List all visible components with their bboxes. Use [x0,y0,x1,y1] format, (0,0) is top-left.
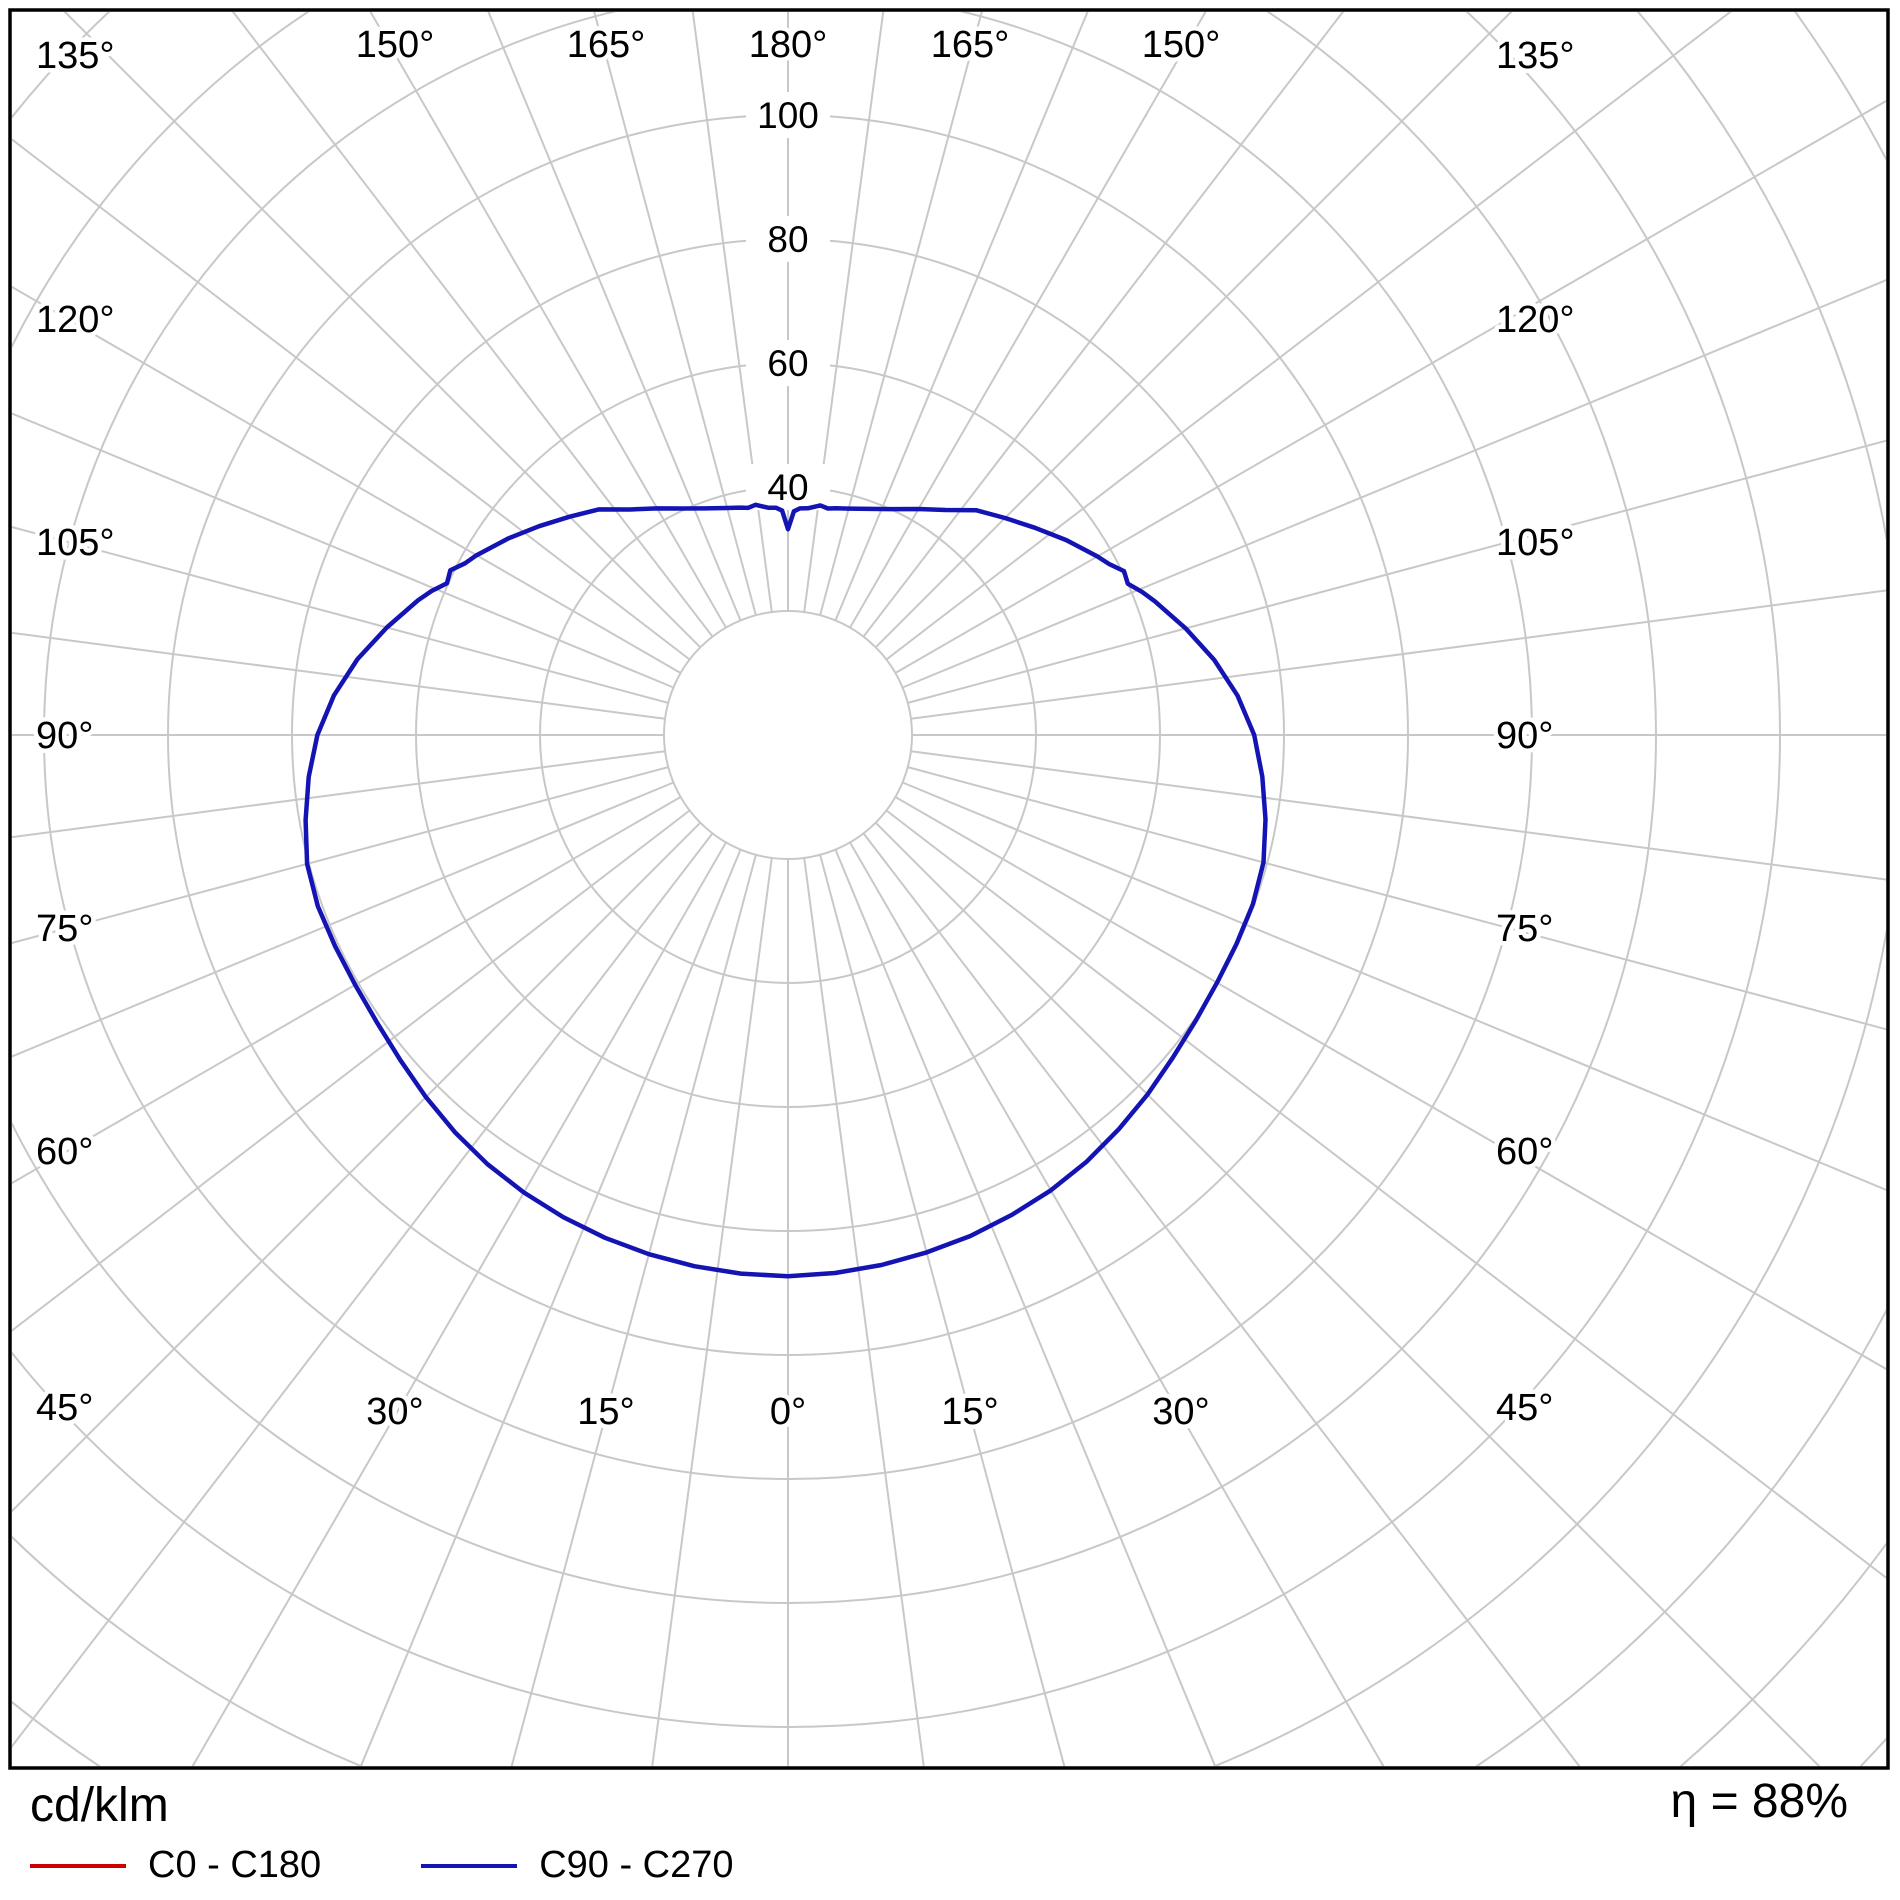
legend-label-c0-c180: C0 - C180 [148,1844,322,1886]
radial-tick-halo [746,464,830,510]
grid-spoke [12,631,666,720]
grid-spoke [12,832,714,1748]
angle-label: 120° [36,299,115,341]
grid-spoke [885,12,1732,661]
angle-label: 75° [36,908,93,950]
angle-label: 150° [1142,24,1221,66]
grid-spoke [12,796,682,1185]
grid-spoke [12,781,674,1058]
grid-spoke [231,12,714,638]
grid-spoke [849,12,1207,629]
radial-tick-halo [746,216,830,262]
grid-spoke [691,12,773,613]
radial-tick-label: 100 [757,95,819,136]
grid-spoke [874,821,1821,1766]
grid-spoke [12,821,702,1513]
grid-spoke [63,12,702,649]
angle-label: 135° [36,35,115,77]
angle-label: 60° [36,1131,93,1173]
legend-item-c0-c180: C0 - C180 [30,1844,321,1887]
legend-line-c90-c270 [421,1863,518,1868]
grid-spoke [885,809,1886,1579]
radial-tick-halo [746,92,830,138]
angle-label: 45° [36,1387,93,1429]
grid-spoke [907,766,1886,1031]
grid-spoke [12,526,669,704]
angle-label: 120° [1496,299,1575,341]
legend: C0 - C180 C90 - C270 [30,1844,734,1887]
radial-tick-label: 60 [767,343,808,384]
angle-label: 0° [770,1391,806,1433]
grid-spoke [12,412,674,689]
grid-spoke [910,750,1886,881]
angle-label: 150° [356,24,435,66]
grid-spoke [369,12,727,629]
grid-spoke [803,857,925,1766]
angle-label: 75° [1496,908,1553,950]
angle-label: 135° [1496,35,1575,77]
angle-label: 30° [1152,1391,1209,1433]
angle-label: 105° [36,522,115,564]
grid-spoke [910,589,1886,720]
angle-label: 90° [36,715,93,757]
grid-spoke [359,849,742,1766]
grid-spoke [487,12,742,621]
grid-spoke [12,138,691,661]
grid-spoke [803,12,885,613]
grid-spoke [834,12,1089,621]
grid-spoke [834,849,1217,1766]
grid-spoke [894,99,1886,674]
grid-spoke [819,854,1066,1766]
grid-spoke [593,12,757,616]
intensity-curve-c90-c270 [303,502,1268,1279]
radial-tick-halo [746,340,830,386]
grid-spoke [12,809,691,1332]
legend-line-c0-c180 [30,1863,126,1868]
grid-spoke [191,841,727,1766]
grid-spoke [902,781,1886,1191]
efficiency-label: η = 88% [1670,1775,1848,1828]
radial-tick-label: 80 [767,219,808,260]
grid-spoke [874,12,1513,649]
grid-spoke [12,750,666,839]
grid-spoke [849,841,1385,1766]
unit-label: cd/klm [30,1779,169,1832]
grid-spoke [819,12,983,616]
angle-label: 45° [1496,1387,1553,1429]
grid-circle [663,610,913,860]
angle-label: 30° [366,1391,423,1433]
grid-spoke [894,796,1886,1371]
angle-label: 180° [749,24,828,66]
angle-label: 60° [1496,1131,1553,1173]
grid-spoke [862,832,1581,1766]
angle-label: 90° [1496,715,1553,757]
grid-spoke [902,279,1886,689]
grid-spoke [12,766,669,944]
angle-label: 165° [567,24,646,66]
grid-spoke [12,285,682,674]
grid-circle [12,12,1886,1766]
angle-label: 165° [931,24,1010,66]
angle-label: 15° [577,1391,634,1433]
chart-frame [8,8,1890,1770]
grid-spoke [651,857,773,1766]
legend-label-c90-c270: C90 - C270 [539,1844,734,1886]
angle-label: 15° [941,1391,998,1433]
grid-spoke [862,12,1345,638]
legend-item-c90-c270: C90 - C270 [421,1844,734,1887]
radial-tick-label: 40 [767,467,808,508]
angle-label: 105° [1496,522,1575,564]
grid-spoke [510,854,757,1766]
grid-spoke [907,439,1886,704]
